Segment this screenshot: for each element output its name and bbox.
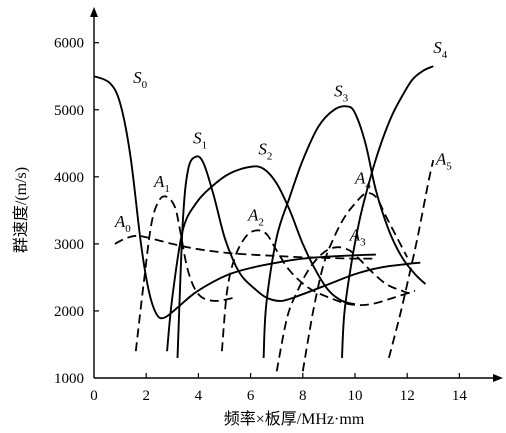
curve-label-s0: S0 [133,68,148,91]
x-tick-label: 4 [195,388,203,404]
curve-label-a5: A5 [435,150,452,173]
x-tick-label: 0 [90,388,98,404]
y-tick-label: 3000 [54,237,84,253]
y-axis-title: 群速度/(m/s) [12,167,30,253]
series-s3 [262,105,427,358]
series-layer [93,65,435,372]
y-tick-label: 6000 [54,36,84,52]
y-tick-label: 4000 [54,170,84,186]
y-tick-label: 2000 [54,304,84,320]
x-tick-label: 14 [452,388,468,404]
series-s4 [341,65,434,358]
curve-label-a0: A0 [114,212,131,235]
curve-label-s2: S2 [258,140,272,163]
curve-label-s1: S1 [193,128,207,151]
axes [90,7,503,382]
curve-label-a1: A1 [153,172,170,195]
x-tick-label: 2 [142,388,150,404]
curve-label-a2: A2 [247,205,264,228]
curve-label-a4: A4 [354,169,371,192]
series-s2 [166,165,356,352]
x-tick-label: 10 [348,388,363,404]
series-a4 [301,192,409,372]
curve-label-s4: S4 [433,38,448,61]
series-a3 [275,246,413,372]
y-tick-label: 1000 [54,371,84,387]
series-a1 [134,195,236,352]
x-tick-label: 12 [400,388,415,404]
x-tick-label: 6 [247,388,255,404]
curve-labels: S0 A0 A1 S1 S2 A2 S3 A3 A4 S4 A5 [114,38,452,249]
x-axis-title: 频率×板厚/MHz·mm [224,410,365,428]
series-a5 [388,159,435,359]
y-tick-label: 5000 [54,103,84,119]
series-s0 [93,75,376,320]
series-a2 [221,229,416,352]
curve-label-s3: S3 [334,81,349,104]
ticks: 0 2 4 6 8 10 12 14 1000 2000 3000 4000 5000 6000 [54,36,467,404]
curve-label-a3: A3 [349,226,366,249]
series-s1 [176,155,421,358]
series-a0 [114,234,376,260]
x-tick-label: 8 [299,388,307,404]
